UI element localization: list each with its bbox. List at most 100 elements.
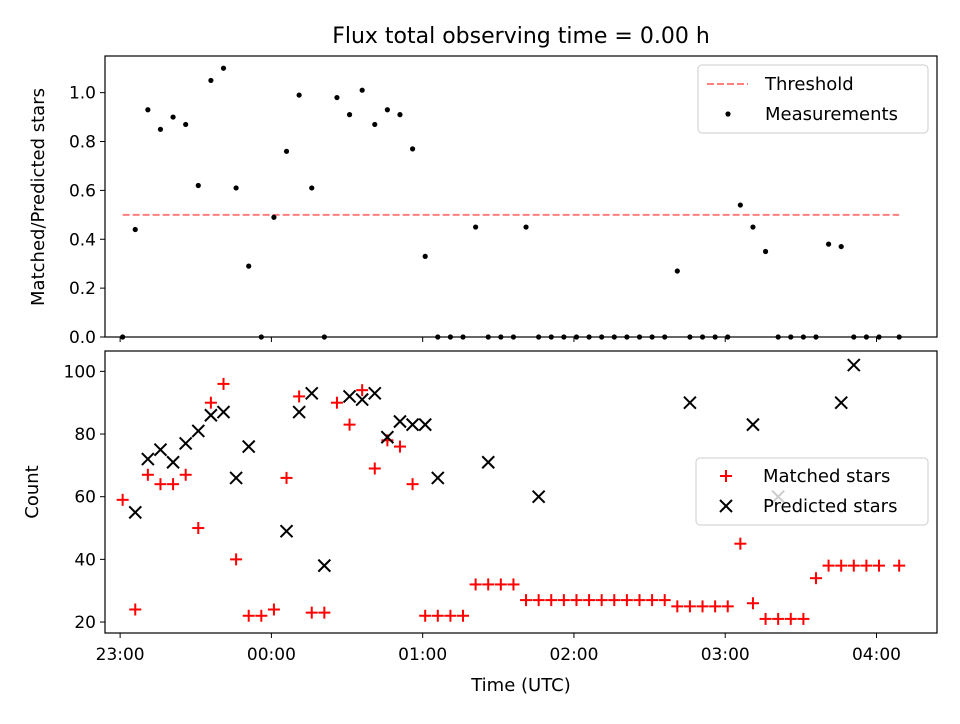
predicted-star-point xyxy=(229,471,243,485)
measurement-point xyxy=(422,253,428,259)
measurement-point xyxy=(309,185,315,191)
predicted-star-point xyxy=(355,392,369,407)
measurement-point xyxy=(296,92,302,98)
measurement-point xyxy=(674,268,680,274)
measurement-point xyxy=(220,65,227,71)
predicted-star-point xyxy=(405,417,420,432)
matched-star-point xyxy=(620,594,633,607)
matched-star-point xyxy=(873,559,886,572)
matched-star-point xyxy=(583,594,596,607)
bottom-legend: Matched stars Predicted stars xyxy=(695,457,929,526)
matched-star-point xyxy=(893,559,906,572)
chart-title: Flux total observing time = 0.00 h xyxy=(332,24,710,49)
matched-star-point xyxy=(343,418,356,431)
predicted-star-point xyxy=(317,558,332,573)
matched-star-point xyxy=(393,440,406,453)
predicted-star-point xyxy=(834,395,848,410)
matched-star-point xyxy=(444,609,457,622)
matched-star-point xyxy=(520,594,533,607)
x-tick-label: 01:00 xyxy=(398,645,447,665)
matched-star-point xyxy=(469,578,482,591)
bottom-panel: 20 40 60 80 100 23:00 00:00 01:00 02:00 03:00 04:… xyxy=(22,350,938,696)
predicted-star-point xyxy=(191,424,205,438)
matched-star-point xyxy=(658,594,671,607)
matched-star-point xyxy=(116,493,129,506)
matched-star-point xyxy=(721,600,734,613)
top-axes-frame xyxy=(104,55,938,338)
matched-star-point xyxy=(860,559,873,572)
x-axis-label: Time (UTC) xyxy=(470,675,571,696)
measurement-point xyxy=(409,146,416,152)
matched-star-point xyxy=(280,471,293,484)
measurement-point xyxy=(208,77,214,84)
threshold-legend-label: Threshold xyxy=(764,74,854,95)
predicted-star-point xyxy=(380,430,395,444)
top-panel: 0.0 0.2 0.4 0.6 0.8 1.0 Matched/Predicted sta… xyxy=(28,55,938,348)
bottom-y-ticks: 20 40 60 80 100 xyxy=(64,362,105,633)
measurement-point xyxy=(346,112,353,118)
matched-star-point xyxy=(746,597,759,610)
x-tick-label: 03:00 xyxy=(701,645,750,665)
x-tick-label: 00:00 xyxy=(247,645,296,665)
matched-star-point xyxy=(305,606,318,619)
matched-star-point xyxy=(457,609,470,622)
measurement-point xyxy=(473,224,479,230)
y-tick-label: 100 xyxy=(64,362,96,382)
matched-star-point xyxy=(671,600,684,613)
top-y-axis-label: Matched/Predicted stars xyxy=(28,88,49,306)
matched-star-point xyxy=(532,594,545,607)
predicted-star-point xyxy=(847,358,861,372)
y-tick-label: 1.0 xyxy=(69,84,96,104)
matched-star-point xyxy=(797,612,810,625)
matched-star-point xyxy=(809,572,822,585)
predicted-star-point xyxy=(166,455,180,469)
measurement-point xyxy=(271,214,277,220)
matched-star-point xyxy=(822,559,835,572)
predicted-star-point xyxy=(204,408,218,422)
bottom-x-ticks: 23:00 00:00 01:00 02:00 03:00 04:00 xyxy=(96,633,901,665)
matched-star-point xyxy=(368,462,381,475)
predicted-star-point xyxy=(216,405,231,419)
predicted-star-point xyxy=(305,386,319,401)
measurement-point xyxy=(145,107,151,113)
measurement-point xyxy=(762,248,769,255)
measurement-point xyxy=(334,94,340,101)
predicted-legend-swatch xyxy=(719,499,733,513)
matched-star-point xyxy=(494,578,507,591)
top-legend-box xyxy=(697,64,929,134)
matched-star-point xyxy=(192,522,205,535)
y-tick-label: 0.0 xyxy=(69,328,96,348)
predicted-star-point xyxy=(418,417,432,432)
y-tick-label: 40 xyxy=(74,550,96,570)
y-tick-label: 60 xyxy=(74,488,96,508)
predicted-star-point xyxy=(128,505,142,520)
predicted-star-point xyxy=(342,389,357,404)
measurement-point xyxy=(195,182,201,189)
measurement-point xyxy=(523,224,529,230)
measurements-legend-label: Measurements xyxy=(765,104,898,125)
matched-star-point xyxy=(255,609,268,622)
x-tick-label: 23:00 xyxy=(96,645,145,665)
bottom-y-axis-label: Count xyxy=(22,465,43,518)
measurement-point xyxy=(157,126,164,132)
bottom-plot-area xyxy=(116,358,906,625)
measurement-point xyxy=(750,224,756,230)
predicted-star-point xyxy=(178,436,193,451)
matched-star-point xyxy=(784,612,797,625)
measurement-point xyxy=(246,263,252,269)
matched-star-point xyxy=(709,600,722,613)
measurement-point xyxy=(183,121,189,128)
matched-star-point xyxy=(759,612,772,625)
predicted-star-point xyxy=(431,471,445,485)
measurement-point xyxy=(132,226,138,233)
measurement-point xyxy=(384,107,390,113)
measurement-point xyxy=(737,202,743,208)
matched-star-point xyxy=(847,559,860,572)
matched-star-point xyxy=(356,384,369,397)
y-tick-label: 0.6 xyxy=(69,181,96,201)
matched-star-point xyxy=(633,594,646,607)
predicted-star-point xyxy=(481,455,495,469)
matched-star-point xyxy=(318,606,331,619)
matched-legend-label: Matched stars xyxy=(763,466,890,487)
predicted-star-point xyxy=(153,442,168,457)
